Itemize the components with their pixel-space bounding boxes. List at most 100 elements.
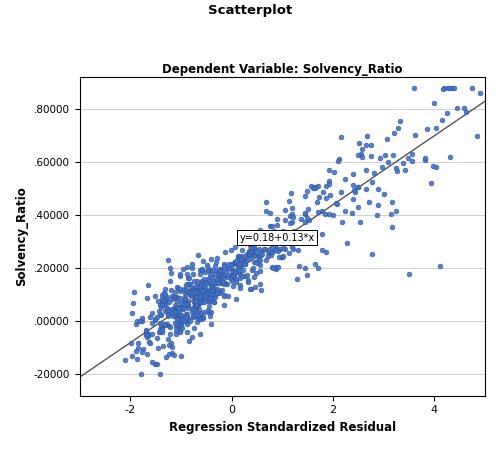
Point xyxy=(260,231,268,238)
Point xyxy=(234,269,241,276)
Point xyxy=(204,266,212,273)
Point xyxy=(172,301,179,308)
Point xyxy=(326,167,334,174)
Point xyxy=(172,284,180,291)
Point xyxy=(190,298,198,305)
Point xyxy=(176,352,184,359)
Point xyxy=(325,210,333,217)
Point xyxy=(182,310,190,317)
Point xyxy=(158,297,166,304)
Point xyxy=(400,159,407,167)
Point xyxy=(245,255,253,263)
Point xyxy=(278,254,286,261)
Point xyxy=(151,293,159,300)
Point xyxy=(288,211,296,218)
Point xyxy=(216,275,224,282)
Point xyxy=(180,297,188,304)
Y-axis label: Solvency_Ratio: Solvency_Ratio xyxy=(15,187,28,286)
Point xyxy=(232,275,240,282)
Point xyxy=(194,251,202,259)
Point xyxy=(120,357,128,364)
Point xyxy=(278,253,286,260)
Point xyxy=(220,262,228,269)
Point xyxy=(270,246,278,253)
Point xyxy=(148,330,156,338)
Point xyxy=(279,245,287,252)
Point xyxy=(341,208,349,215)
Point xyxy=(162,300,170,307)
Point xyxy=(190,312,198,319)
Point xyxy=(201,269,209,276)
Point xyxy=(273,221,281,229)
Point xyxy=(157,303,165,310)
Point xyxy=(266,222,274,229)
Point xyxy=(178,316,186,323)
Point xyxy=(354,184,362,191)
Point xyxy=(162,320,170,327)
Point xyxy=(268,231,276,238)
Point xyxy=(368,179,376,186)
Point xyxy=(196,294,203,301)
Point xyxy=(192,288,200,295)
Point xyxy=(404,155,412,162)
Point xyxy=(350,186,358,194)
Point xyxy=(370,170,378,177)
Point xyxy=(139,346,147,353)
Point xyxy=(175,303,183,310)
Point xyxy=(278,228,286,235)
Point xyxy=(322,194,330,202)
Point xyxy=(250,273,258,280)
Point xyxy=(302,215,310,222)
Point xyxy=(342,240,350,247)
Point xyxy=(204,309,212,316)
Point xyxy=(309,185,317,192)
Point xyxy=(302,192,310,199)
Point xyxy=(436,263,444,270)
Point xyxy=(152,361,160,368)
Point xyxy=(164,304,172,311)
Point xyxy=(264,238,272,245)
Point xyxy=(195,283,203,290)
Text: y=0.18+0.13*x: y=0.18+0.13*x xyxy=(240,233,314,242)
Point xyxy=(214,289,222,296)
Point xyxy=(303,187,311,194)
Point xyxy=(210,284,218,291)
Point xyxy=(208,282,216,289)
Point xyxy=(354,183,362,190)
Point xyxy=(188,287,196,295)
Point xyxy=(178,318,186,326)
Point xyxy=(202,293,209,300)
Point xyxy=(198,277,206,284)
Point xyxy=(172,293,180,300)
Point xyxy=(180,300,188,307)
Point xyxy=(288,189,296,197)
Point xyxy=(175,304,183,311)
Point xyxy=(182,314,190,321)
Point xyxy=(256,261,264,269)
Point xyxy=(178,324,186,331)
Point xyxy=(206,294,214,301)
Point xyxy=(248,245,256,252)
Point xyxy=(190,288,198,295)
Point xyxy=(203,262,211,269)
Point xyxy=(231,259,239,266)
Point xyxy=(234,254,242,261)
Point xyxy=(383,135,391,142)
Point xyxy=(177,322,185,330)
Point xyxy=(132,321,140,328)
Point xyxy=(432,163,440,170)
Point xyxy=(138,349,146,356)
Point xyxy=(275,254,283,261)
Point xyxy=(236,253,244,260)
Point xyxy=(230,269,238,277)
Point xyxy=(288,204,296,211)
Point xyxy=(156,310,164,317)
Point xyxy=(250,233,258,241)
Point xyxy=(298,216,306,223)
Point xyxy=(181,298,189,305)
Point xyxy=(246,247,254,255)
Point xyxy=(210,292,218,299)
Point xyxy=(310,184,318,191)
Point xyxy=(255,252,263,260)
Point xyxy=(213,285,221,292)
